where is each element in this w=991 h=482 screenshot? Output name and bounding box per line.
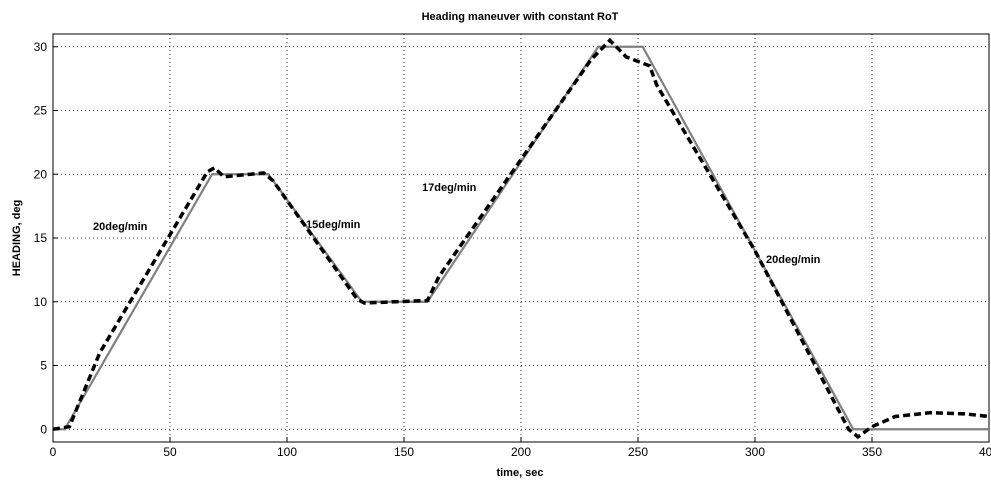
annotation: 15deg/min — [306, 219, 361, 231]
y-tick-label: 5 — [40, 359, 47, 373]
x-tick-label: 250 — [628, 445, 648, 459]
x-tick-label: 200 — [511, 445, 531, 459]
x-tick-label: 150 — [394, 445, 414, 459]
x-tick-label: 300 — [745, 445, 765, 459]
y-tick-label: 0 — [40, 422, 47, 436]
y-tick-label: 10 — [34, 295, 48, 309]
x-tick-label: 50 — [163, 445, 177, 459]
annotation: 17deg/min — [422, 182, 477, 194]
x-tick-label: 0 — [50, 445, 57, 459]
x-tick-label: 100 — [277, 445, 297, 459]
y-tick-label: 20 — [34, 167, 48, 181]
y-tick-label: 30 — [34, 40, 48, 54]
y-tick-label: 15 — [34, 231, 48, 245]
annotation: 20deg/min — [766, 254, 821, 266]
x-axis-label: time, sec — [496, 467, 543, 479]
x-tick-label: 400 — [979, 445, 991, 459]
chart-title: Heading maneuver with constant RoT — [422, 11, 619, 23]
x-tick-label: 350 — [862, 445, 882, 459]
y-tick-label: 25 — [34, 104, 48, 118]
y-axis-label: HEADING, deg — [11, 200, 23, 276]
annotation: 20deg/min — [93, 221, 148, 233]
